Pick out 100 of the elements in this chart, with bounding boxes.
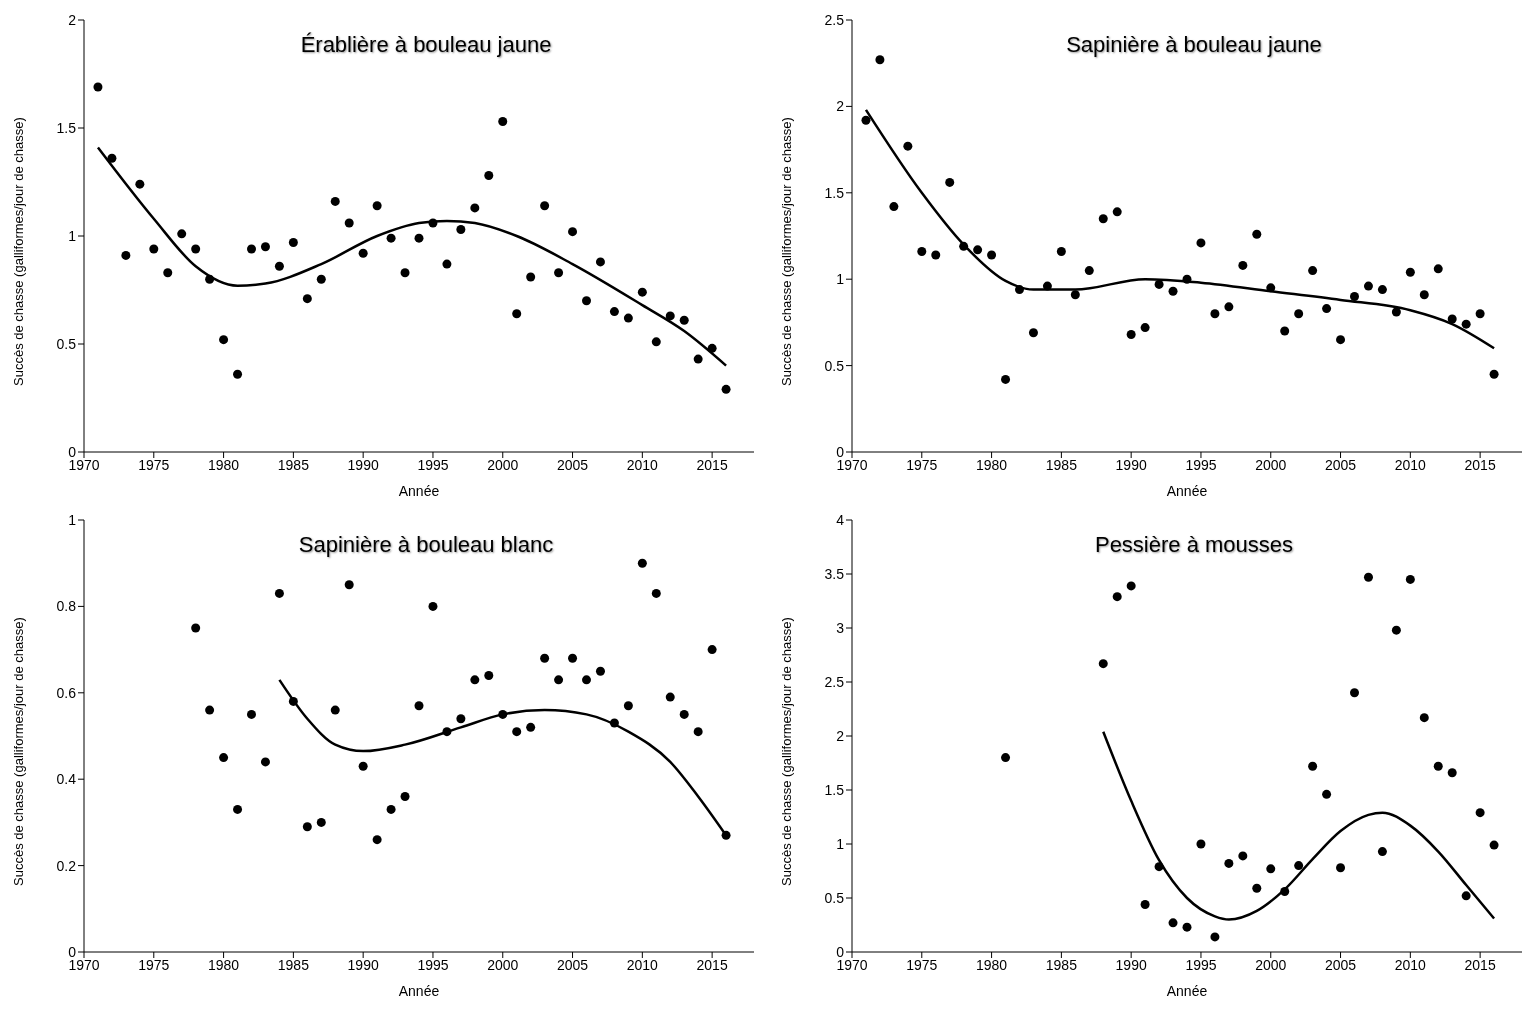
point [1238, 260, 1248, 270]
point [149, 244, 159, 254]
point [316, 274, 326, 284]
x-tick-label: 1990 [1115, 956, 1147, 973]
point [1001, 753, 1011, 763]
point [1140, 323, 1150, 333]
point [358, 248, 368, 258]
x-tick-label: 1990 [347, 456, 379, 473]
point [442, 727, 452, 737]
point [484, 671, 494, 681]
point [1070, 290, 1080, 300]
point [107, 153, 117, 163]
x-tick-label: 1975 [906, 956, 938, 973]
point [1196, 238, 1206, 248]
y-tick-label: 2 [836, 98, 845, 115]
point [1224, 302, 1234, 312]
point [1098, 214, 1108, 224]
line-series [96, 146, 728, 367]
point [1266, 283, 1276, 293]
y-axis-title: Succès de chasse (galliformes/jour de chasse) [10, 117, 26, 386]
point [679, 315, 689, 325]
point [470, 675, 480, 685]
line-series [1102, 730, 1496, 921]
point [93, 82, 103, 92]
point [1168, 286, 1178, 296]
point [358, 761, 368, 771]
point [1391, 307, 1401, 317]
point [456, 714, 466, 724]
point [1405, 267, 1415, 277]
point [260, 757, 270, 767]
x-tick-label: 1985 [1045, 956, 1078, 973]
point [693, 354, 703, 364]
x-tick-label: 1995 [417, 956, 449, 973]
point [191, 244, 201, 254]
point [1042, 281, 1052, 291]
x-tick-label: 1980 [208, 456, 240, 473]
point [233, 369, 243, 379]
text: Érablière à bouleau jaune [299, 32, 553, 58]
y-tick-label: 0.6 [56, 684, 77, 701]
point [1168, 918, 1178, 928]
point [526, 272, 536, 282]
x-tick-label: 1985 [277, 456, 310, 473]
point [484, 171, 494, 181]
y-tick-label: 2.5 [824, 673, 845, 690]
point [1001, 374, 1011, 384]
point [1447, 768, 1457, 778]
x-tick-label: 1980 [976, 456, 1008, 473]
y-tick-label: 2.5 [824, 11, 845, 28]
point [1210, 309, 1220, 319]
x-tick-label: 2000 [487, 956, 519, 973]
point [288, 237, 298, 247]
x-tick-label: 2015 [1464, 456, 1496, 473]
x-tick-label: 2005 [556, 456, 589, 473]
point [428, 601, 438, 611]
point [568, 653, 578, 663]
y-tick-label: 1 [68, 511, 77, 528]
point [1126, 330, 1136, 339]
y-tick-label: 0.8 [56, 598, 77, 615]
point [973, 245, 983, 255]
point [456, 225, 466, 235]
point [1112, 592, 1122, 602]
point [861, 115, 871, 125]
point [623, 313, 633, 323]
point [414, 233, 424, 243]
x-tick-label: 1975 [138, 956, 170, 973]
point [386, 804, 396, 814]
point [1308, 761, 1318, 771]
point [1224, 858, 1234, 868]
point [1419, 290, 1429, 300]
point [1266, 864, 1276, 874]
y-axis-title: Succès de chasse (galliformes/jour de chasse) [778, 117, 794, 386]
point [609, 307, 619, 317]
point [1112, 207, 1122, 217]
point [540, 201, 550, 211]
y-tick-label: 2 [68, 11, 77, 28]
point [582, 296, 591, 306]
point [1238, 851, 1248, 861]
point [1419, 713, 1429, 723]
point [414, 701, 424, 711]
y-tick-label: 3.5 [824, 565, 845, 582]
point [554, 268, 564, 278]
y-tick-label: 1.5 [824, 781, 845, 798]
point [121, 250, 131, 260]
x-tick-label: 2010 [626, 456, 659, 473]
x-tick-label: 1975 [906, 456, 938, 473]
x-axis-title: Année [398, 983, 440, 999]
point [191, 623, 201, 633]
point [1308, 266, 1318, 276]
point [498, 709, 508, 719]
y-tick-label: 0.5 [824, 357, 845, 374]
point [372, 201, 382, 211]
text: Sapinière à bouleau blanc [297, 532, 555, 558]
point [219, 753, 229, 763]
x-tick-label: 2005 [1324, 456, 1357, 473]
point [1056, 247, 1066, 257]
point [372, 835, 382, 845]
point [400, 791, 410, 801]
point [1405, 574, 1415, 584]
point [1377, 285, 1387, 295]
point [1475, 309, 1485, 319]
